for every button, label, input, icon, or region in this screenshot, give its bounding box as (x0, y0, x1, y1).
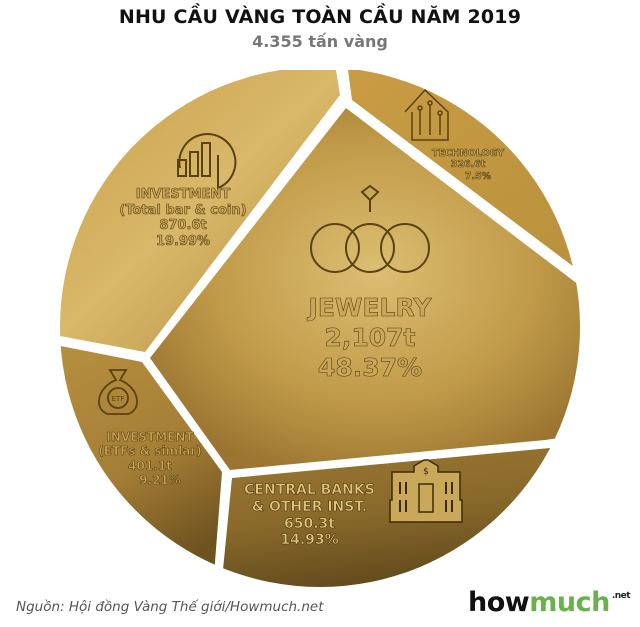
howmuch-logo: howmuch .net (468, 587, 631, 618)
segment-name: TECHNOLOGY (431, 148, 505, 160)
etf-money-bag-icon: ETF (98, 369, 138, 415)
segment-sub: (ETFs & simlar) (98, 444, 202, 459)
segment-percent: 19.99% (155, 233, 211, 249)
segment-jewelry[interactable] (150, 108, 600, 470)
logo-how: how (468, 587, 530, 618)
segment-name: CENTRAL BANKS (244, 482, 375, 498)
segment-name: INVESTMENT (135, 187, 231, 203)
rings-icon (310, 184, 430, 273)
chart-subtitle: 4.355 tấn vàng (252, 32, 388, 51)
segment-percent: 7.5% (464, 170, 492, 182)
segment-percent: 14.93% (280, 532, 339, 549)
segment-value: 650.3t (284, 515, 335, 532)
segment-value: 401.1t (128, 458, 172, 473)
bank-building-icon: $ (389, 459, 463, 523)
svg-text:ETF: ETF (112, 395, 125, 403)
label-central-banks: CENTRAL BANKS & OTHER INST. 650.3t 14.93… (232, 482, 387, 549)
segment-sub: (Total bar & coin) (119, 202, 247, 218)
source-note: Nguồn: Hội đồng Vàng Thế giới/Howmuch.ne… (16, 599, 324, 615)
label-investment-bar-coin: INVESTMENT (Total bar & coin) 870.6t 19.… (108, 187, 258, 249)
segment-sub: & OTHER INST. (251, 498, 368, 515)
segment-value: 2,107t (324, 323, 416, 353)
label-investment-etf: INVESTMENT (ETFs & simlar) 401.1t 9.21% (90, 430, 210, 488)
segment-name: JEWELRY (308, 293, 432, 323)
svg-text:$: $ (423, 467, 429, 477)
circuit-house-icon (404, 88, 449, 141)
logo-much: much (529, 587, 610, 618)
label-jewelry: JEWELRY 2,107t 48.37% (270, 293, 470, 383)
logo-net: .net (611, 591, 631, 601)
segment-percent: 9.21% (139, 473, 181, 488)
label-technology: TECHNOLOGY 326.6t 7.5% (418, 148, 518, 182)
segment-value: 870.6t (159, 218, 207, 234)
segment-percent: 48.37% (317, 353, 423, 383)
chart-title: NHU CẦU VÀNG TOÀN CẦU NĂM 2019 (118, 6, 522, 28)
growth-chart-icon (177, 133, 237, 190)
segment-name: INVESTMENT (106, 430, 194, 445)
segment-value: 326.6t (450, 159, 486, 171)
